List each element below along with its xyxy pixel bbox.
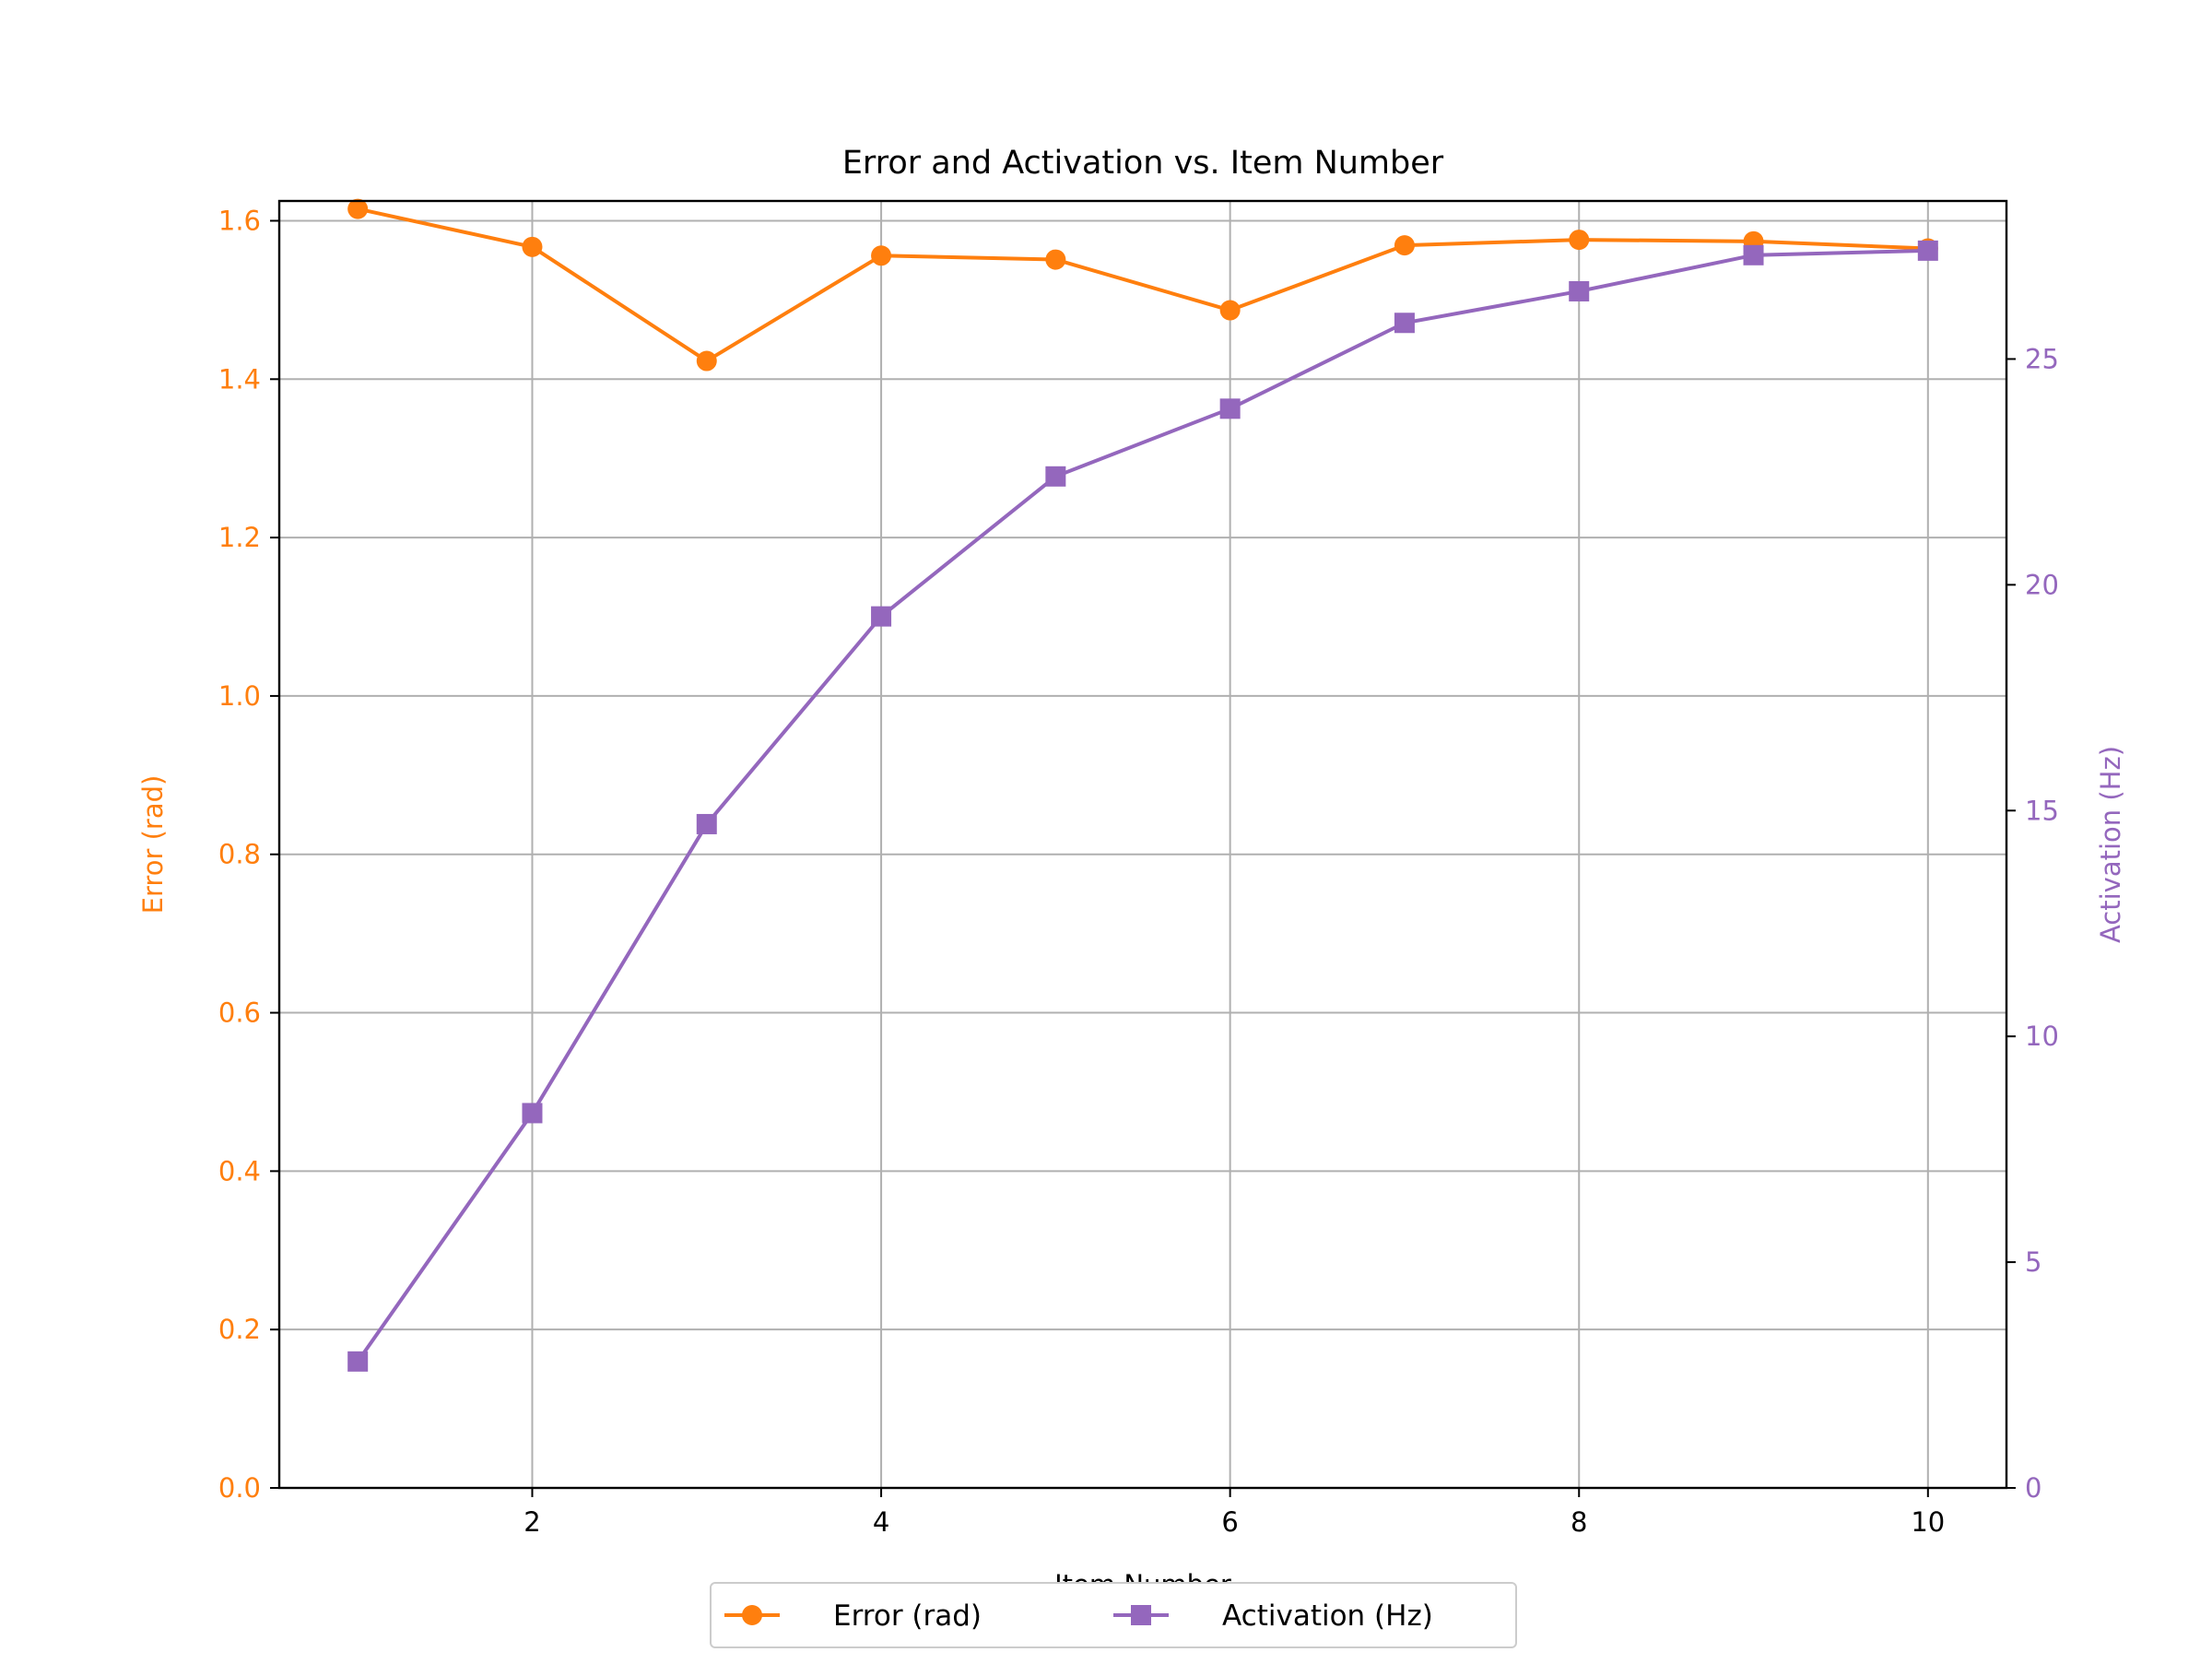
y-axis-left-label: Error (rad): [137, 775, 169, 915]
x-tick-label: 10: [1911, 1506, 1945, 1538]
error-data-point: [347, 198, 369, 219]
y-left-tick-label: 0.2: [218, 1314, 261, 1345]
legend-activation-label: Activation (Hz): [1222, 1599, 1433, 1633]
x-tick-label: 6: [1221, 1506, 1238, 1538]
y-right-tick-label: 5: [2025, 1246, 2041, 1278]
error-data-point: [871, 245, 892, 266]
activation-data-point: [871, 606, 892, 627]
error-data-point: [1045, 249, 1066, 270]
activation-data-point: [347, 1351, 369, 1372]
chart-title: Error and Activation vs. Item Number: [842, 145, 1444, 182]
error-data-point: [1394, 235, 1415, 256]
error-series-line: [357, 207, 1928, 363]
tick-layer: 2 4 6 8 10 0.0 0.2 0.4 0.6 0.8 1.0 1.2 1.4 1.6 0 5 10 15 2…: [218, 205, 2059, 1538]
x-tick-label: 4: [873, 1506, 889, 1538]
activation-data-point: [1219, 398, 1241, 419]
error-data-point: [1569, 230, 1590, 251]
y-left-tick-label: 0.4: [218, 1155, 261, 1186]
x-tick-label: 2: [524, 1506, 540, 1538]
plot-frame: [277, 199, 2008, 1490]
x-tick-label: 8: [1571, 1506, 1587, 1538]
legend-activation-marker: [1131, 1605, 1151, 1625]
y-left-tick-label: 1.0: [218, 680, 261, 712]
legend-error-marker: [742, 1605, 762, 1625]
activation-series-line: [356, 248, 1928, 1363]
activation-data-point: [1917, 240, 1938, 261]
activation-data-point: [522, 1103, 543, 1124]
y-right-tick-label: 20: [2025, 569, 2059, 600]
error-data-point: [696, 350, 717, 372]
y-right-tick-label: 25: [2025, 343, 2059, 374]
y-left-tick-label: 1.6: [218, 205, 261, 236]
error-data-point: [1219, 300, 1241, 321]
y-axis-right-label: Activation (Hz): [2095, 746, 2126, 943]
y-left-tick-label: 1.4: [218, 363, 261, 395]
activation-data-point: [1743, 244, 1764, 266]
error-data-point: [522, 236, 543, 257]
y-right-tick-label: 0: [2025, 1472, 2041, 1504]
y-left-tick-label: 0.6: [218, 997, 261, 1029]
series-layer: [347, 198, 1938, 1372]
y-right-tick-label: 15: [2025, 795, 2059, 826]
y-left-tick-label: 0.8: [218, 839, 261, 870]
activation-data-point: [1045, 466, 1066, 487]
legend: Error (rad) Activation (Hz): [710, 1582, 1517, 1648]
activation-data-point: [1394, 313, 1415, 334]
activation-data-point: [696, 813, 717, 834]
activation-data-point: [1569, 280, 1590, 301]
y-left-tick-label: 0.0: [218, 1472, 261, 1504]
legend-error-label: Error (rad): [833, 1599, 982, 1633]
y-right-tick-label: 10: [2025, 1021, 2059, 1052]
y-left-tick-label: 1.2: [218, 522, 261, 553]
